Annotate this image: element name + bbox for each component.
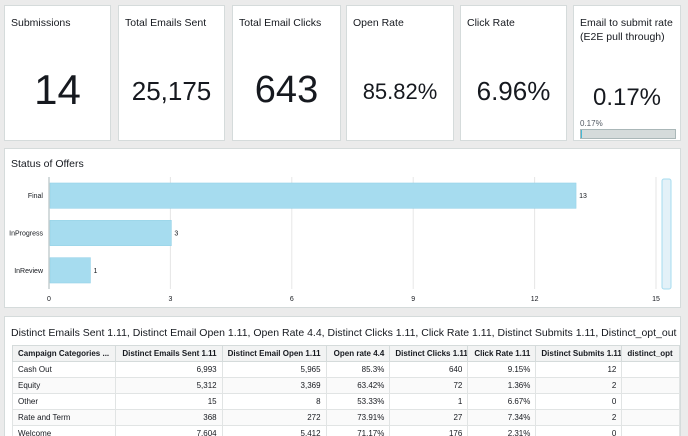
kpi-click-rate[interactable]: Click Rate 6.96% [460, 5, 567, 141]
kpi-value: 14 [34, 66, 81, 113]
kpi-title: Submissions [11, 17, 71, 29]
panel-title: Distinct Emails Sent 1.11, Distinct Emai… [11, 327, 677, 339]
table-cell [621, 377, 680, 394]
kpi-title: Open Rate [353, 17, 404, 29]
column-header[interactable]: Open rate 4.4 [325, 345, 391, 362]
column-header[interactable]: Click Rate 1.11 [467, 345, 537, 362]
chart-scrollbar[interactable] [661, 178, 672, 290]
table-cell: 272 [221, 409, 327, 426]
column-header[interactable]: Distinct Email Open 1.11 [221, 345, 327, 362]
kpi-title: Total Emails Sent [125, 17, 207, 29]
kpi-email-to-submit-rate[interactable]: Email to submit rate (E2E pull through) … [573, 5, 681, 141]
table-cell: 2 [535, 377, 623, 394]
progress-label: 0.17% [580, 119, 603, 128]
table-cell: 2.31% [467, 425, 537, 436]
table-cell: Other [12, 393, 116, 410]
bar[interactable] [49, 182, 577, 209]
table-body: Cash Out 6,993 5,965 85.3% 640 9.15% 12 Equity 5… [12, 361, 680, 436]
data-label: 13 [579, 193, 587, 200]
column-header[interactable]: Campaign Categories ... [12, 345, 116, 362]
table-row[interactable]: Other 15 8 53.33% 1 6.67% 0 [12, 393, 680, 410]
table-row[interactable]: Equity 5,312 3,369 63.42% 72 1.36% 2 [12, 377, 680, 394]
x-tick-label: 6 [290, 296, 294, 303]
table-cell: 63.42% [325, 377, 391, 394]
table-cell: 71.17% [325, 425, 391, 436]
kpi-total-emails-sent[interactable]: Total Emails Sent 25,175 [118, 5, 225, 141]
table-cell: 5,965 [221, 361, 327, 378]
table-cell: 0 [535, 425, 623, 436]
progress-fill [581, 130, 582, 138]
data-label: 3 [174, 231, 178, 238]
kpi-total-email-clicks[interactable]: Total Email Clicks 643 [232, 5, 341, 141]
kpi-value: 643 [254, 69, 319, 111]
table-cell: 9.15% [467, 361, 537, 378]
email-metrics-table-panel[interactable]: Distinct Emails Sent 1.11, Distinct Emai… [4, 316, 681, 436]
table-cell: 640 [389, 361, 469, 378]
table-cell: 7,604 [114, 425, 223, 436]
category-label: InReview [14, 268, 44, 275]
table-cell: 0 [535, 393, 623, 410]
table-cell: 15 [114, 393, 223, 410]
table-cell: 5,412 [221, 425, 327, 436]
progress-bar [580, 129, 676, 139]
table-header-row: Campaign Categories ... Distinct Emails S… [12, 345, 680, 362]
table-cell: Equity [12, 377, 116, 394]
table-cell [621, 393, 680, 410]
table-cell: 6,993 [114, 361, 223, 378]
x-tick-label: 9 [411, 296, 415, 303]
table-cell: 2 [535, 409, 623, 426]
table-row[interactable]: Welcome 7,604 5,412 71.17% 176 2.31% 0 [12, 425, 680, 436]
column-header[interactable]: Distinct Clicks 1.11 [389, 345, 469, 362]
category-label: InProgress [9, 231, 43, 238]
column-header[interactable]: distinct_opt [621, 345, 680, 362]
metrics-table: Campaign Categories ... Distinct Emails S… [12, 345, 680, 436]
bar[interactable] [49, 220, 172, 246]
table-cell: Rate and Term [12, 409, 116, 426]
x-tick-label: 3 [168, 296, 172, 303]
kpi-submissions[interactable]: Submissions 14 [4, 5, 111, 141]
kpi-value: 0.17% [592, 84, 662, 111]
table-cell [621, 361, 680, 378]
table-row[interactable]: Rate and Term 368 272 73.91% 27 7.34% 2 [12, 409, 680, 426]
table-cell: 176 [389, 425, 469, 436]
kpi-open-rate[interactable]: Open Rate 85.82% [346, 5, 454, 141]
table-cell: 7.34% [467, 409, 537, 426]
table-cell: 12 [535, 361, 623, 378]
table-cell: 1.36% [467, 377, 537, 394]
kpi-value: 6.96% [476, 76, 551, 106]
table-cell: Welcome [12, 425, 116, 436]
kpi-value: 85.82% [362, 79, 438, 104]
panel-title: Status of Offers [11, 158, 84, 170]
bar-chart: 0 3 6 9 12 15 Final 13 InProgress 3 InReview 1 [9, 177, 672, 303]
data-label: 1 [93, 268, 97, 275]
table-cell: 368 [114, 409, 223, 426]
table-cell: 27 [389, 409, 469, 426]
table-cell: 72 [389, 377, 469, 394]
table-cell: 8 [221, 393, 327, 410]
column-header[interactable]: Distinct Submits 1.11 [535, 345, 623, 362]
table-cell: 1 [389, 393, 469, 410]
table-cell [621, 409, 680, 426]
bar[interactable] [49, 257, 91, 284]
table-cell: 6.67% [467, 393, 537, 410]
column-header[interactable]: Distinct Emails Sent 1.11 [114, 345, 223, 362]
status-of-offers-panel[interactable]: Status of Offers 0 3 6 9 12 15 Final 13 InProgre… [4, 148, 681, 308]
kpi-title: Click Rate [467, 17, 515, 29]
table-cell: 3,369 [221, 377, 327, 394]
table-cell [621, 425, 680, 436]
x-tick-label: 12 [531, 296, 539, 303]
table-row[interactable]: Cash Out 6,993 5,965 85.3% 640 9.15% 12 [12, 361, 680, 378]
table-cell: 85.3% [325, 361, 391, 378]
table-cell: 53.33% [325, 393, 391, 410]
kpi-value: 25,175 [131, 76, 212, 106]
x-tick-label: 0 [47, 296, 51, 303]
kpi-title: Total Email Clicks [239, 17, 322, 29]
kpi-title: Email to submit rate (E2E pull through) [580, 17, 673, 43]
table-cell: Cash Out [12, 361, 116, 378]
table-cell: 5,312 [114, 377, 223, 394]
x-tick-label: 15 [652, 296, 660, 303]
category-label: Final [28, 193, 44, 200]
table-cell: 73.91% [325, 409, 391, 426]
